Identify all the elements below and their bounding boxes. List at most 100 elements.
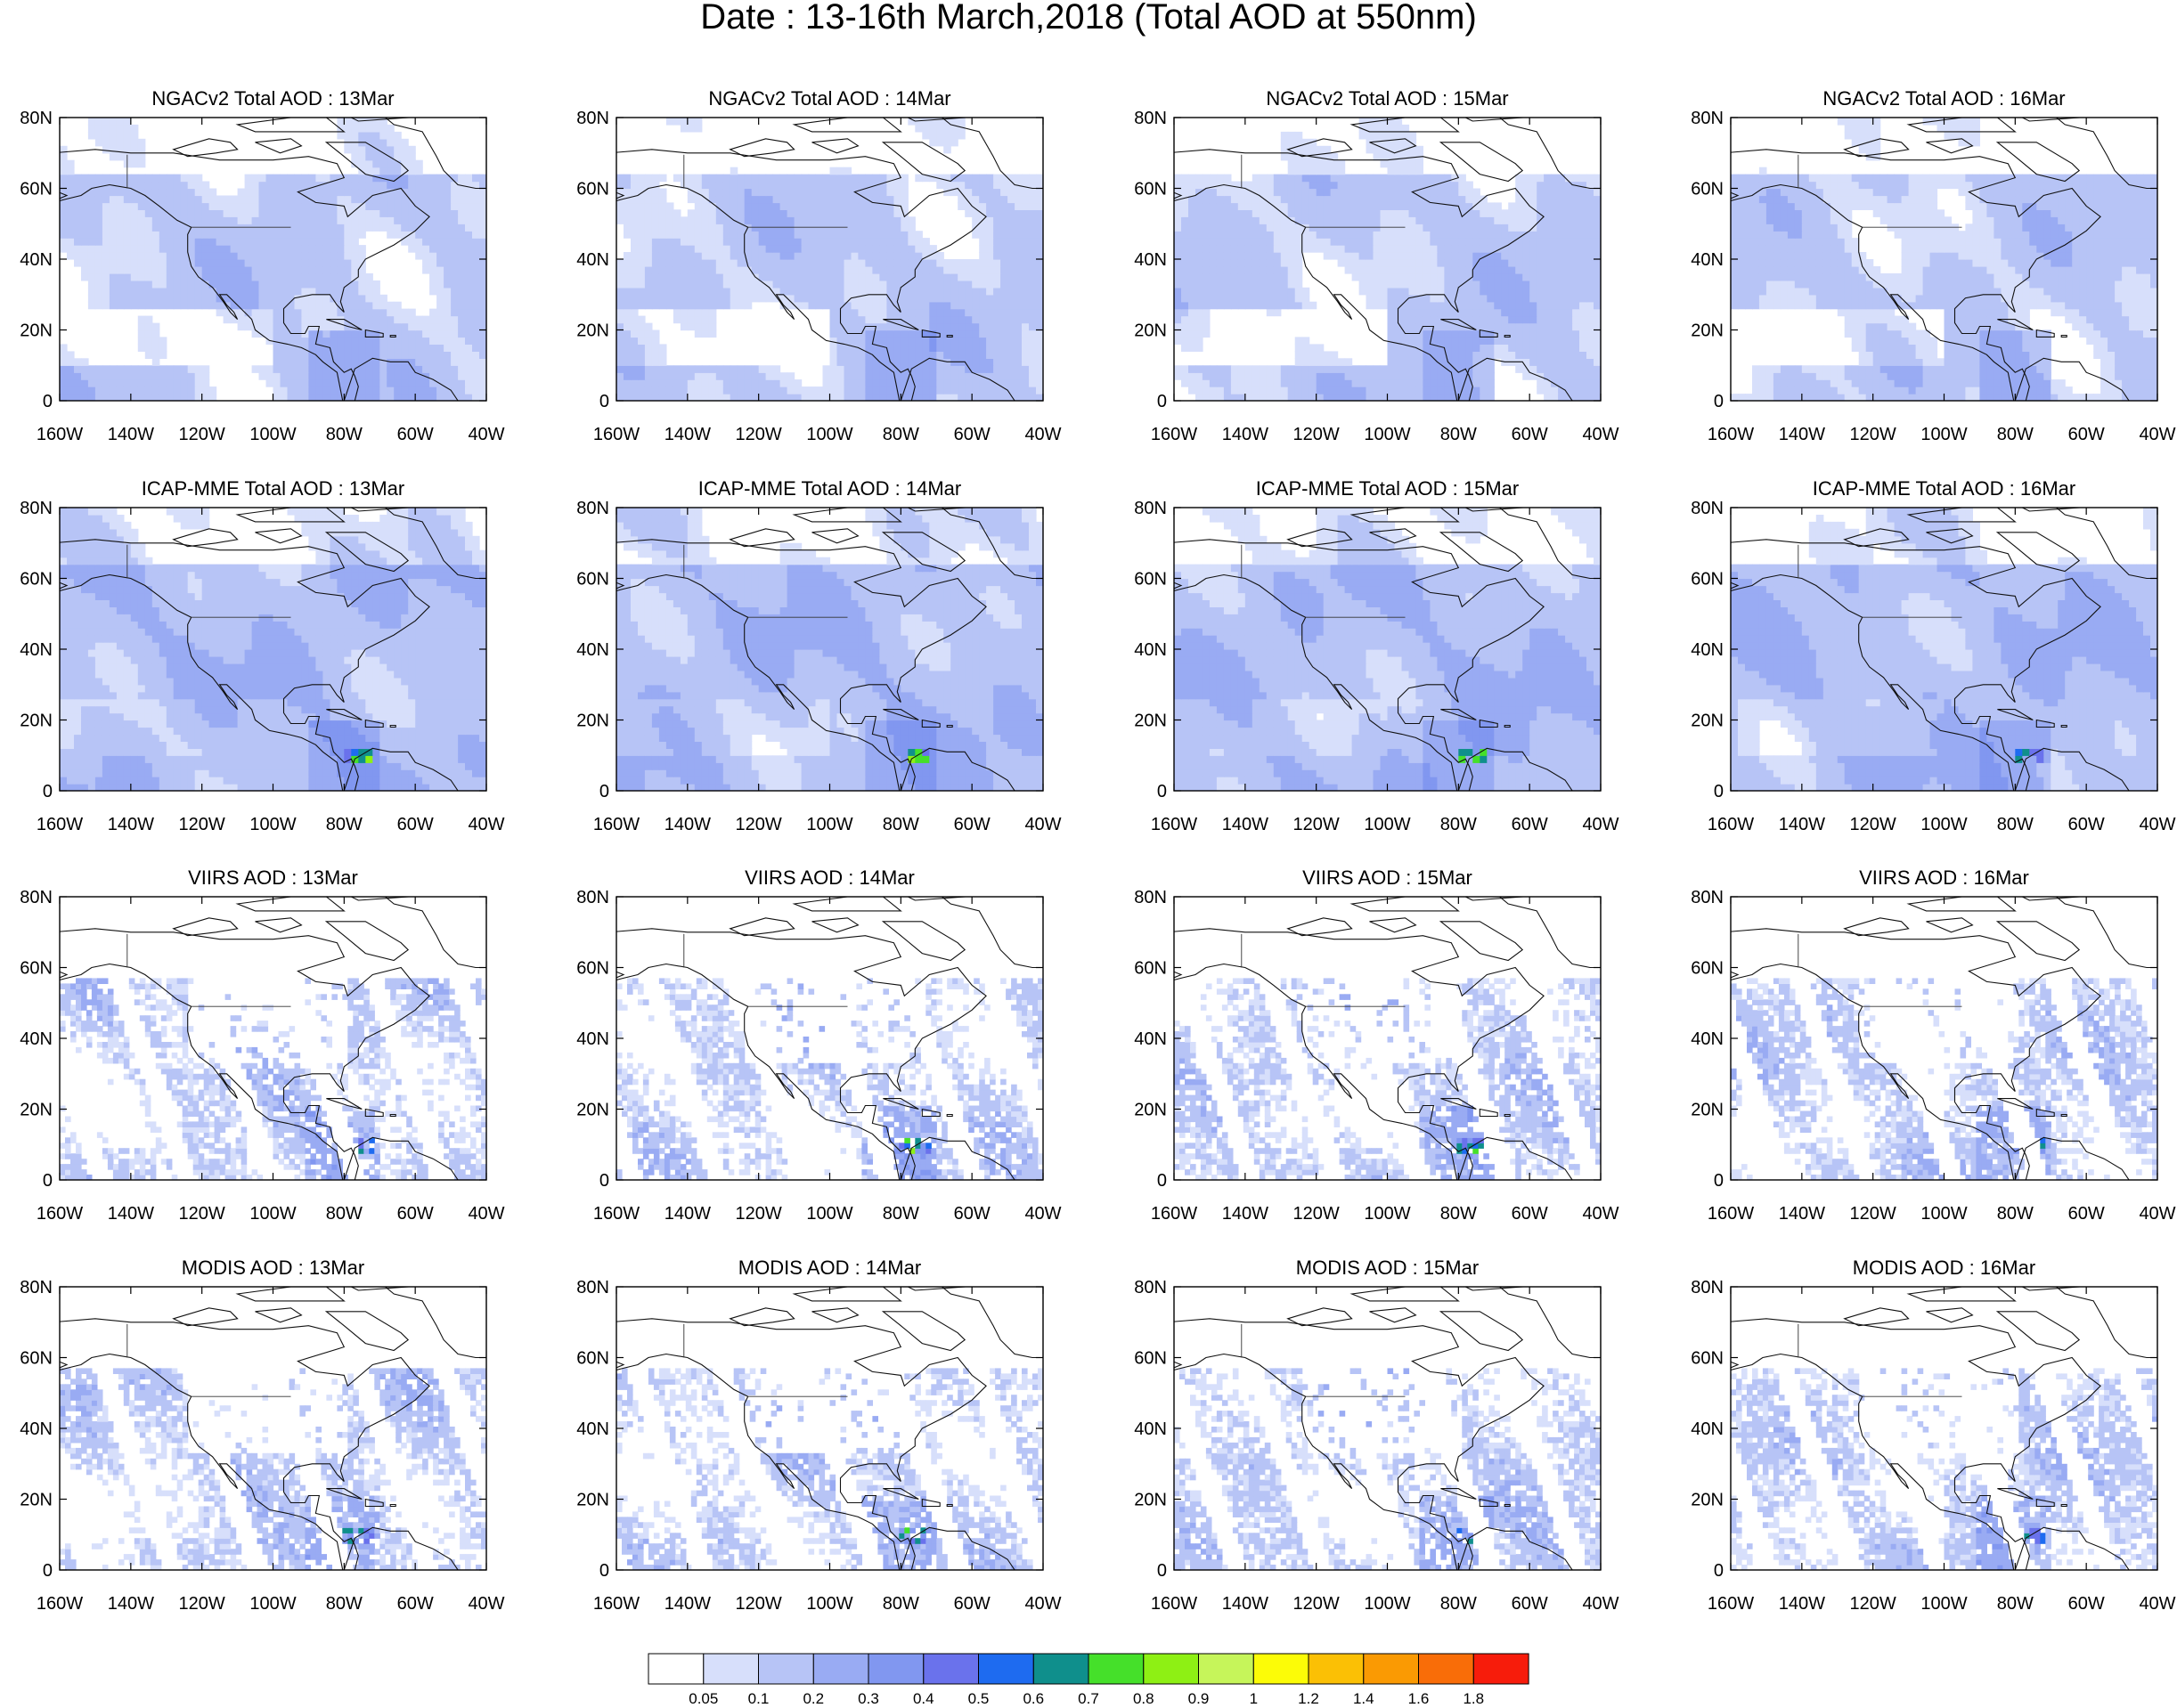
coastline-island [1369,528,1417,544]
lon-tick-label: 140W [1779,425,1825,444]
coastline-island [946,724,953,728]
panel-title: VIIRS AOD : 13Mar [188,866,358,889]
country-border [126,933,291,1007]
country-border [1241,154,1406,228]
coastline-island [792,508,902,523]
coastline-south-america [2014,1136,2130,1180]
coastline-greenland [941,897,1043,969]
lon-tick-label: 100W [1920,1204,1967,1224]
colorbar-label: 0.5 [968,1690,990,1707]
colorbar-label: 0.4 [913,1690,934,1707]
coastline-island [946,334,953,338]
lon-tick-label: 100W [1364,1204,1410,1224]
coastline-greenland [2055,118,2157,190]
coastline-island [364,329,384,338]
coastline-island [921,1498,941,1508]
lon-tick-label: 100W [1920,425,1967,444]
coastline-island [389,724,396,728]
lat-tick-label: 60N [20,1349,53,1369]
coastline-south-america [343,1526,459,1570]
lat-tick-label: 20N [1134,712,1167,731]
aod-field [1731,508,2157,791]
coastline-island [2060,724,2067,728]
colorbar-swatch [868,1653,925,1685]
lon-tick-label: 60W [1512,815,1548,834]
coastline-island [883,1488,919,1501]
lat-tick-label: 20N [20,1101,53,1120]
coastline-south-america [343,747,459,791]
lon-tick-label: 80W [1997,1204,2034,1224]
coastline-greenland [941,1287,1043,1359]
lon-tick-label: 60W [2068,1594,2105,1614]
lat-tick-label: 20N [1691,712,1724,731]
lon-tick-label: 120W [1850,815,1896,834]
lon-tick-label: 160W [1708,1204,1754,1224]
lat-tick-label: 20N [576,321,609,341]
colorbar-swatch [1472,1653,1529,1685]
panel-viirs-14mar: 80N 60N 40N 20N 0 160W 140W 120W 100W 80W 60W 40W VI… [576,866,1061,1224]
coastline-north-america [1731,928,2101,1180]
lon-tick-label: 40W [468,815,504,834]
lat-tick-label: 0 [1157,1171,1167,1191]
lon-tick-label: 120W [1850,425,1896,444]
coastline-island [1349,508,1460,523]
lon-tick-label: 60W [397,425,434,444]
lon-tick-label: 160W [1708,1594,1754,1614]
coastline-island [729,1307,795,1327]
lon-tick-label: 40W [468,1594,504,1614]
coastline-island [1906,897,2017,912]
colorbar-swatch [758,1653,814,1685]
panel-title: NGACv2 Total AOD : 15Mar [1266,87,1508,110]
coastline-island [1504,1503,1511,1508]
lon-tick-label: 60W [397,1594,434,1614]
lon-tick-label: 160W [593,1594,640,1614]
lat-tick-label: 0 [599,1171,609,1191]
lon-tick-label: 160W [37,425,83,444]
lat-tick-label: 80N [1691,888,1724,907]
coastline-island [255,528,303,544]
lon-tick-label: 100W [806,1594,852,1614]
coastline-island [326,319,363,331]
coastline-island [324,1311,410,1352]
lat-tick-label: 60N [1691,570,1724,590]
lon-tick-label: 100W [249,1204,296,1224]
lon-tick-label: 80W [883,425,919,444]
coastline-island [1926,138,1974,154]
lon-tick-label: 160W [1151,425,1197,444]
lon-tick-label: 60W [954,1204,991,1224]
lat-tick-label: 80N [576,1278,609,1297]
lat-tick-label: 60N [1134,959,1167,979]
coastline-north-america [60,928,430,1180]
coastline-south-america [343,357,459,401]
coastline-island [326,709,363,721]
coastline-greenland [941,118,1043,190]
coastline-island [1349,118,1460,133]
lat-tick-label: 40N [1691,1419,1724,1439]
coastline-greenland [2055,1287,2157,1359]
coastline-island [1906,118,2017,133]
lat-tick-label: 60N [20,570,53,590]
coastline-island [811,917,860,933]
coastline-island [255,917,303,933]
coastline-island [255,1307,303,1323]
coastline-island [2060,1113,2067,1118]
panel-ngacv2-13mar: 80N 60N 40N 20N 0 160W 140W 120W 100W 80W 60W 40W NG… [20,87,504,444]
lon-tick-label: 100W [249,815,296,834]
lon-tick-label: 40W [1582,425,1618,444]
coastline-island [1995,921,2081,962]
lon-tick-label: 160W [1708,815,1754,834]
coastline-island [1926,1307,1974,1323]
colorbar-label: 0.1 [748,1690,770,1707]
lat-tick-label: 80N [1691,499,1724,518]
coastline-island [811,1307,860,1323]
coastline-island [1843,1307,1910,1327]
colorbar-swatch [1363,1653,1420,1685]
panel-icap-mme-16mar: 80N 60N 40N 20N 0 160W 140W 120W 100W 80W 60W 40W IC… [1691,477,2175,834]
lat-tick-label: 40N [1134,250,1167,270]
coastline-island [324,921,410,962]
coastline-island [1906,508,2017,523]
panel-modis-13mar: 80N 60N 40N 20N 0 160W 140W 120W 100W 80W 60W 40W MO… [20,1257,504,1614]
coastline-island [364,1108,384,1118]
lat-tick-label: 40N [20,1029,53,1049]
lat-tick-label: 60N [1134,570,1167,590]
